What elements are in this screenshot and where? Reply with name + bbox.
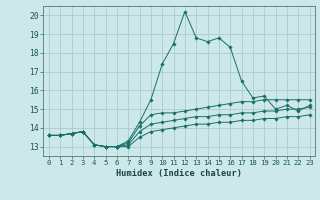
X-axis label: Humidex (Indice chaleur): Humidex (Indice chaleur) <box>116 169 242 178</box>
